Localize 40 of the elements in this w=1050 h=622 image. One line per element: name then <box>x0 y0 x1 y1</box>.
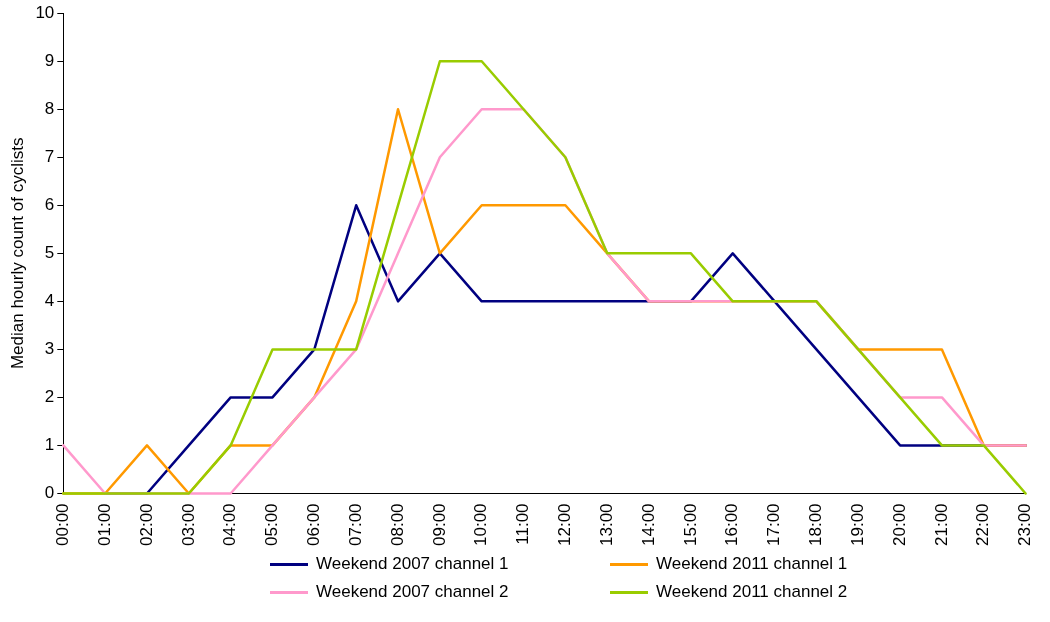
x-tick-label: 09:00 <box>429 503 449 547</box>
x-tick-label: 15:00 <box>680 503 700 547</box>
x-tick-label: 11:00 <box>513 503 533 545</box>
y-tick-label: 6 <box>44 194 55 214</box>
y-tick-label: 9 <box>44 50 55 70</box>
y-axis-title: Median hourly count of cyclists <box>7 137 27 370</box>
x-tick-label: 23:00 <box>1015 503 1035 547</box>
x-tick-label: 12:00 <box>555 503 575 547</box>
y-tick-label: 10 <box>35 2 55 22</box>
x-tick-label: 13:00 <box>596 503 616 547</box>
legend-label: Weekend 2011 channel 1 <box>656 554 848 574</box>
x-tick-label: 07:00 <box>345 503 365 547</box>
x-tick-label: 14:00 <box>638 503 658 547</box>
legend-label: Weekend 2011 channel 2 <box>656 582 848 602</box>
x-tick-label: 22:00 <box>973 503 993 547</box>
x-tick-label: 17:00 <box>764 503 784 547</box>
y-tick-label: 2 <box>44 387 55 407</box>
y-tick-label: 4 <box>44 291 55 311</box>
x-tick-label: 06:00 <box>304 503 324 547</box>
x-tick-label: 20:00 <box>889 503 909 547</box>
x-tick-label: 01:00 <box>94 503 114 547</box>
x-tick-label: 02:00 <box>136 503 156 547</box>
y-tick-label: 1 <box>44 435 55 455</box>
x-tick-label: 10:00 <box>471 503 491 547</box>
x-tick-label: 19:00 <box>847 503 867 547</box>
legend-label: Weekend 2007 channel 2 <box>316 582 509 602</box>
y-tick-label: 8 <box>44 98 55 118</box>
x-tick-label: 05:00 <box>262 503 282 547</box>
x-tick-label: 03:00 <box>178 503 198 547</box>
x-tick-label: 00:00 <box>53 503 72 547</box>
y-tick-label: 7 <box>44 146 55 166</box>
x-tick-label: 18:00 <box>806 503 826 547</box>
legend-label: Weekend 2007 channel 1 <box>316 554 509 574</box>
x-tick-label: 04:00 <box>220 503 240 547</box>
x-tick-label: 08:00 <box>387 503 407 547</box>
x-tick-label: 21:00 <box>931 503 951 547</box>
y-tick-label: 0 <box>44 483 55 503</box>
y-tick-label: 3 <box>44 339 55 359</box>
y-tick-label: 5 <box>44 243 55 263</box>
x-tick-label: 16:00 <box>722 503 742 547</box>
